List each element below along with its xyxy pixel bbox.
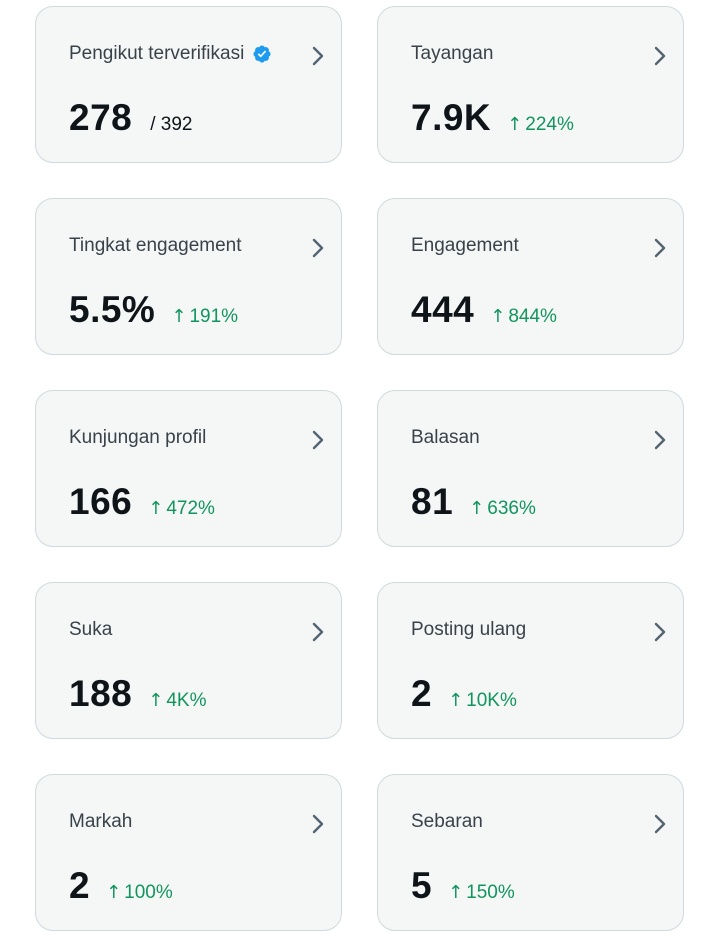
arrow-up-icon: ↑ <box>148 690 164 711</box>
metric-value: 2 <box>411 673 433 714</box>
card-bookmarks[interactable]: Markah 2 ↑ 100% <box>35 774 342 931</box>
card-impressions[interactable]: Tayangan 7.9K ↑ 224% <box>377 6 684 163</box>
card-title: Suka <box>69 619 113 640</box>
metric-change: ↑ 10K% <box>448 690 517 711</box>
metric-value: 5.5% <box>69 289 156 330</box>
metric-change: ↑ 844% <box>490 306 557 327</box>
card-engagement-rate[interactable]: Tingkat engagement 5.5% ↑ 191% <box>35 198 342 355</box>
metric-row: 444 ↑ 844% <box>411 289 557 331</box>
card-title: Balasan <box>411 427 480 448</box>
metric-change: ↑ 224% <box>507 114 574 135</box>
card-title: Markah <box>69 811 133 832</box>
arrow-up-icon: ↑ <box>448 690 464 711</box>
metric-change: ↑ 472% <box>148 498 215 519</box>
arrow-up-icon: ↑ <box>106 882 122 903</box>
card-title: Posting ulang <box>411 619 527 640</box>
card-likes[interactable]: Suka 188 ↑ 4K% <box>35 582 342 739</box>
chevron-right-icon <box>312 814 324 834</box>
metric-value: 7.9K <box>411 97 492 138</box>
metric-row: 5 ↑ 150% <box>411 865 515 907</box>
metric-row: 7.9K ↑ 224% <box>411 97 574 139</box>
arrow-up-icon: ↑ <box>148 498 164 519</box>
metric-value: 81 <box>411 481 454 522</box>
metric-change: ↑ 191% <box>171 306 239 327</box>
chevron-right-icon <box>654 46 666 66</box>
arrow-up-icon: ↑ <box>171 306 187 327</box>
card-verified-followers[interactable]: Pengikut terverifikasi 278 / 392 <box>35 6 342 163</box>
chevron-right-icon <box>312 238 324 258</box>
metric-value: 444 <box>411 289 475 330</box>
metric-row: 278 / 392 <box>69 97 193 139</box>
metric-value: 278 <box>69 97 133 138</box>
card-engagement[interactable]: Engagement 444 ↑ 844% <box>377 198 684 355</box>
card-title: Engagement <box>411 235 519 256</box>
card-title: Sebaran <box>411 811 483 832</box>
card-replies[interactable]: Balasan 81 ↑ 636% <box>377 390 684 547</box>
arrow-up-icon: ↑ <box>469 498 485 519</box>
metric-total: / 392 <box>150 114 193 135</box>
arrow-up-icon: ↑ <box>490 306 506 327</box>
arrow-up-icon: ↑ <box>507 114 523 135</box>
metric-change: ↑ 100% <box>106 882 173 903</box>
chevron-right-icon <box>312 430 324 450</box>
chevron-right-icon <box>654 622 666 642</box>
chevron-right-icon <box>312 622 324 642</box>
chevron-right-icon <box>312 46 324 66</box>
card-shares[interactable]: Sebaran 5 ↑ 150% <box>377 774 684 931</box>
card-title: Tayangan <box>411 43 494 64</box>
card-title: Pengikut terverifikasi <box>69 43 272 65</box>
card-reposts[interactable]: Posting ulang 2 ↑ 10K% <box>377 582 684 739</box>
chevron-right-icon <box>654 238 666 258</box>
metric-row: 188 ↑ 4K% <box>69 673 206 715</box>
metric-row: 81 ↑ 636% <box>411 481 536 523</box>
metric-row: 166 ↑ 472% <box>69 481 215 523</box>
verified-badge-icon <box>253 45 271 63</box>
metric-change: ↑ 150% <box>448 882 515 903</box>
metric-value: 166 <box>69 481 133 522</box>
arrow-up-icon: ↑ <box>448 882 464 903</box>
metric-change: ↑ 4K% <box>148 690 207 711</box>
chevron-right-icon <box>654 814 666 834</box>
metric-value: 2 <box>69 865 91 906</box>
metric-change: ↑ 636% <box>469 498 536 519</box>
metric-row: 5.5% ↑ 191% <box>69 289 238 331</box>
card-profile-visits[interactable]: Kunjungan profil 166 ↑ 472% <box>35 390 342 547</box>
metric-row: 2 ↑ 10K% <box>411 673 517 715</box>
card-title: Kunjungan profil <box>69 427 207 448</box>
chevron-right-icon <box>654 430 666 450</box>
card-title: Tingkat engagement <box>69 235 242 256</box>
metric-value: 188 <box>69 673 133 714</box>
metric-value: 5 <box>411 865 433 906</box>
metric-row: 2 ↑ 100% <box>69 865 173 907</box>
